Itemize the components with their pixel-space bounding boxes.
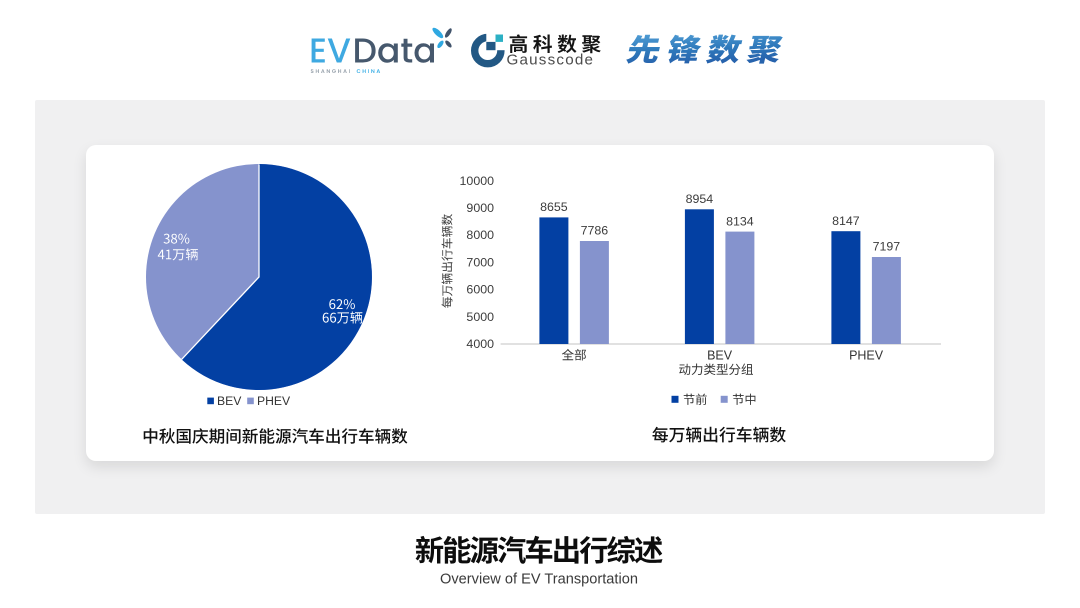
svg-text:9000: 9000 <box>466 201 494 215</box>
svg-text:8655: 8655 <box>540 200 568 214</box>
svg-text:8147: 8147 <box>832 214 860 228</box>
svg-text:7786: 7786 <box>581 224 609 238</box>
svg-text:BEV: BEV <box>707 349 733 363</box>
svg-text:6000: 6000 <box>466 283 494 297</box>
svg-text:8000: 8000 <box>466 228 494 242</box>
svg-text:4000: 4000 <box>466 337 494 351</box>
svg-text:BEV: BEV <box>217 394 242 408</box>
svg-text:7000: 7000 <box>466 255 494 269</box>
svg-text:Gausscode: Gausscode <box>507 52 595 69</box>
svg-text:PHEV: PHEV <box>849 349 884 363</box>
svg-text:5000: 5000 <box>466 310 494 324</box>
svg-text:8134: 8134 <box>726 214 754 228</box>
svg-text:7197: 7197 <box>873 240 901 254</box>
svg-text:Overview of EV Transportation: Overview of EV Transportation <box>440 572 638 588</box>
svg-text:10000: 10000 <box>460 174 495 188</box>
svg-text:PHEV: PHEV <box>257 394 291 408</box>
svg-text:8954: 8954 <box>686 192 714 206</box>
